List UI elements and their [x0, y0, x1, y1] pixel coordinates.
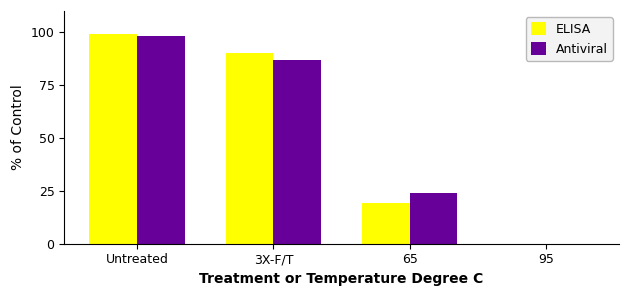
Y-axis label: % of Control: % of Control: [11, 84, 25, 170]
Bar: [410, 193, 457, 244]
X-axis label: Treatment or Temperature Degree C: Treatment or Temperature Degree C: [200, 272, 484, 286]
Bar: [362, 203, 410, 244]
Bar: [226, 53, 273, 244]
Legend: ELISA, Antiviral: ELISA, Antiviral: [525, 17, 612, 61]
Bar: [273, 60, 321, 244]
Bar: [137, 37, 185, 244]
Bar: [89, 34, 137, 244]
